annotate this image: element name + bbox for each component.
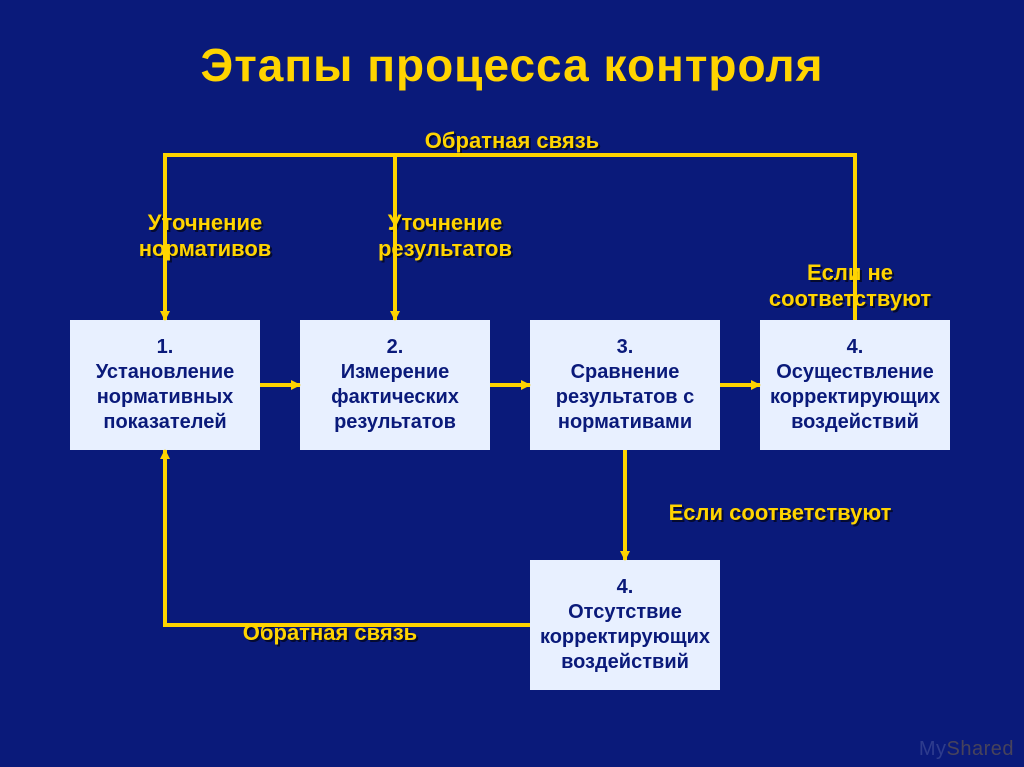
watermark-accent: Shared	[947, 738, 1015, 760]
label-clarify-norms: Уточнение нормативов	[139, 210, 272, 262]
label-if-not-match: Если не соответствуют	[769, 260, 931, 312]
label-feedback-top: Обратная связь	[425, 128, 599, 154]
label-clarify-results: Уточнение результатов	[378, 210, 512, 262]
step-1-box: 1. Установление нормативных показателей	[70, 320, 260, 450]
page-title: Этапы процесса контроля	[0, 38, 1024, 92]
watermark: MyShared	[919, 738, 1014, 761]
step-4-box: 4. Осуществление корректирующих воздейст…	[760, 320, 950, 450]
diagram-stage: Этапы процесса контроля 1. Установление …	[0, 0, 1024, 767]
label-feedback-bottom: Обратная связь	[243, 620, 417, 646]
step-3-box: 3. Сравнение результатов с нормативами	[530, 320, 720, 450]
label-if-match: Если соответствуют	[669, 500, 892, 526]
watermark-prefix: My	[919, 738, 947, 760]
step-4alt-box: 4. Отсутствие корректирующих воздействий	[530, 560, 720, 690]
step-2-box: 2. Измерение фактических результатов	[300, 320, 490, 450]
